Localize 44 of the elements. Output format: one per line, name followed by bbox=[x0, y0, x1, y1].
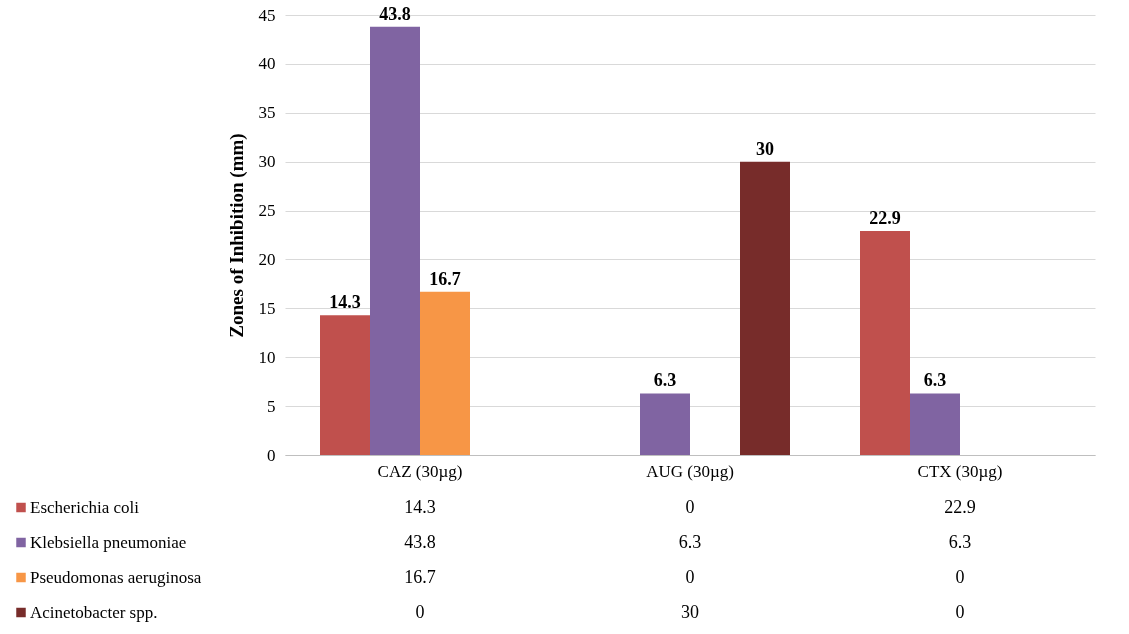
x-tick-label: CAZ (30µg) bbox=[377, 461, 463, 481]
data-label: 0 bbox=[955, 601, 965, 622]
data-label: 6.3 bbox=[678, 531, 702, 552]
data-label: 6.3 bbox=[948, 531, 972, 552]
bar bbox=[420, 291, 470, 455]
bar bbox=[740, 161, 790, 455]
data-label: 0 bbox=[955, 566, 965, 587]
y-tick-label: 20 bbox=[258, 249, 276, 269]
y-tick-label: 0 bbox=[267, 445, 276, 465]
annotation: 30 bbox=[756, 138, 774, 159]
data-label: 14.3 bbox=[404, 496, 436, 517]
data-label: 0 bbox=[685, 566, 695, 587]
annotation: 16.7 bbox=[429, 268, 461, 289]
y-tick-label: 40 bbox=[258, 54, 276, 74]
legend-label: Klebsiella pneumoniae bbox=[30, 532, 187, 552]
annotation: 6.3 bbox=[653, 370, 677, 391]
legend-label: Escherichia coli bbox=[30, 497, 140, 517]
y-axis-title: Zones of Inhibition (mm) bbox=[225, 133, 248, 338]
y-tick-label: 5 bbox=[267, 396, 276, 416]
y-tick-label: 30 bbox=[258, 152, 276, 172]
y-tick-label: 25 bbox=[258, 201, 276, 221]
bar bbox=[640, 393, 690, 455]
data-label: 30 bbox=[681, 601, 699, 622]
legend-label: Acinetobacter spp. bbox=[30, 602, 158, 622]
annotation: 22.9 bbox=[869, 208, 901, 229]
x-tick-label: AUG (30µg) bbox=[646, 461, 734, 481]
annotation: 14.3 bbox=[329, 292, 361, 313]
data-label: 16.7 bbox=[404, 566, 436, 587]
bar bbox=[910, 393, 960, 455]
annotation: 43.8 bbox=[379, 3, 411, 24]
x-tick-label: CTX (30µg) bbox=[917, 461, 1003, 481]
legend-label: Pseudomonas aeruginosa bbox=[30, 567, 202, 587]
y-tick-label: 15 bbox=[258, 298, 276, 318]
y-tick-label: 10 bbox=[258, 347, 276, 367]
y-tick-label: 45 bbox=[258, 5, 276, 25]
data-label: 0 bbox=[685, 496, 695, 517]
data-label: 0 bbox=[415, 601, 425, 622]
bar bbox=[860, 231, 910, 455]
data-label: 43.8 bbox=[404, 531, 436, 552]
y-tick-label: 35 bbox=[258, 103, 276, 123]
annotation: 6.3 bbox=[923, 370, 947, 391]
bar bbox=[370, 26, 420, 455]
bar bbox=[320, 315, 370, 455]
data-label: 22.9 bbox=[944, 496, 976, 517]
